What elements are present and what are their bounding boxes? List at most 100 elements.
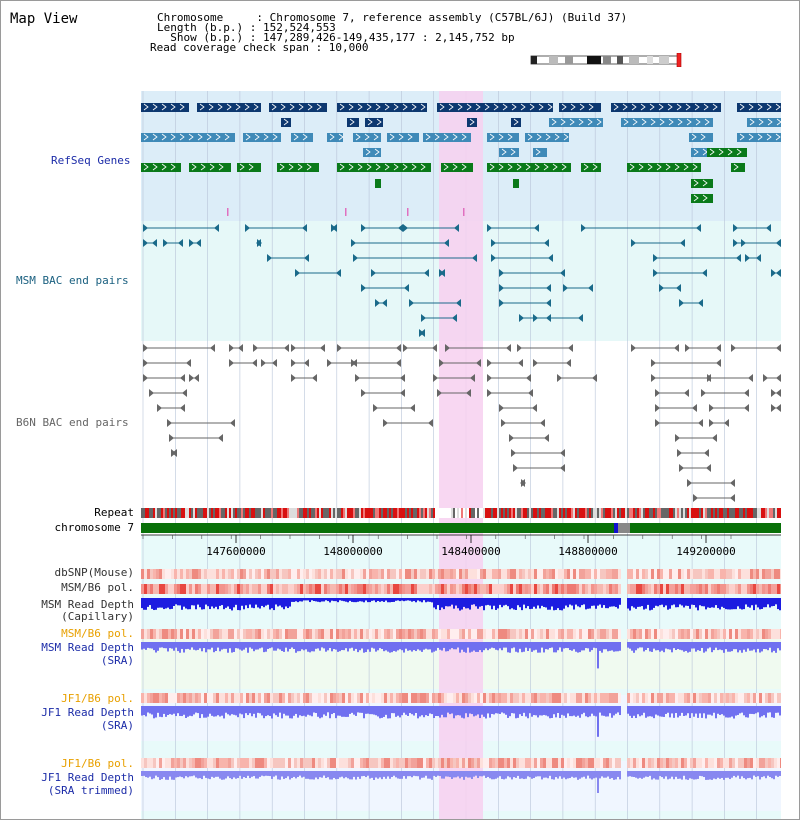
capillary-depth-bar <box>299 598 301 602</box>
msm-b6-pol-cell <box>546 584 549 594</box>
refseq-exon-arrow <box>545 133 551 141</box>
jf1-sra-depth-bar <box>511 706 513 714</box>
msm-b6-pol-cell <box>309 584 312 594</box>
msm-b6-pol-cell <box>522 584 525 594</box>
refseq-exon-arrow <box>452 133 458 141</box>
chromosome-ideogram[interactable] <box>529 53 685 67</box>
msm-b6-pol-cell <box>219 584 222 594</box>
jf1-b6-pol-trim-cell <box>339 758 342 768</box>
jf1-b6-pol-trim-cell <box>723 758 726 768</box>
msm-b6-pol-sra-cell <box>372 629 375 639</box>
msm-b6-pol-sra-cell <box>591 629 594 639</box>
repeat-element <box>405 508 407 518</box>
repeat-element <box>249 508 251 518</box>
refseq-exon-arrow <box>143 103 149 111</box>
msm-sra-depth-bar <box>521 642 523 653</box>
jf1-b6-pol-trim-cell <box>276 758 279 768</box>
jf1-trim-depth-bar <box>647 771 649 777</box>
jf1-trim-depth-bar <box>717 771 719 778</box>
jf1-b6-pol-trim-cell <box>507 758 510 768</box>
jf1-sra-depth-bar <box>631 706 633 718</box>
msm-b6-pol-cell <box>216 584 219 594</box>
jf1-b6-pol-trim-cell <box>555 758 558 768</box>
capillary-depth-bar <box>189 598 191 610</box>
jf1-sra-depth-bar <box>665 706 667 714</box>
capillary-depth-bar <box>295 598 297 602</box>
jf1-trim-depth-bar <box>617 771 619 777</box>
msm-b6-pol-sra-cell <box>420 629 423 639</box>
msm-b6-pol-cell <box>165 584 168 594</box>
jf1-b6-pol-trim-cell <box>744 758 747 768</box>
msm-b6-pol-cell <box>330 584 333 594</box>
jf1-b6-pol-trim-cell <box>225 758 228 768</box>
jf1-sra-depth-bar <box>237 706 239 718</box>
repeat-element <box>255 508 257 518</box>
dbsnp-cell <box>558 569 561 579</box>
jf1-trim-depth-bar <box>447 771 449 777</box>
dbsnp-cell <box>501 569 504 579</box>
msm-sra-depth-bar <box>333 642 335 650</box>
jf1-sra-depth-bar <box>185 706 187 718</box>
capillary-depth-bar <box>253 598 255 609</box>
repeat-element <box>257 508 259 518</box>
msm-sra-depth-bar <box>353 642 355 651</box>
jf1-b6-pol-trim-cell <box>561 758 564 768</box>
b6n-bac-pair-end <box>513 464 518 472</box>
jf1-sra-depth-bar <box>763 706 765 716</box>
msm-sra-depth-bar <box>409 642 411 651</box>
capillary-depth-bar <box>207 598 209 607</box>
msm-b6-pol-sra-cell <box>405 629 408 639</box>
msm-sra-depth-bar <box>463 642 465 652</box>
jf1-b6-pol-trim-cell <box>237 758 240 768</box>
capillary-depth-bar <box>157 598 159 608</box>
genome-track-panel[interactable]: 147600000 148000000 148400000 148800000 1492… <box>141 91 781 819</box>
repeat-element <box>737 508 739 518</box>
jf1-trim-depth-bar <box>263 771 265 777</box>
msm-b6-pol-cell <box>432 584 435 594</box>
jf1-sra-depth-bar <box>285 706 287 716</box>
repeat-element <box>223 508 225 518</box>
jf1-b6-pol-cell <box>342 693 345 703</box>
jf1-trim-depth-bar <box>421 771 423 778</box>
jf1-sra-depth-bar <box>661 706 663 717</box>
jf1-b6-pol-trim-cell <box>483 758 486 768</box>
jf1-b6-pol-cell <box>450 693 453 703</box>
msm-sra-depth-bar <box>659 642 661 652</box>
msm-b6-pol-cell <box>633 584 636 594</box>
repeat-element <box>595 508 597 518</box>
jf1-trim-depth-bar <box>571 771 573 777</box>
refseq-exon-arrow <box>389 133 395 141</box>
refseq-exon-arrow <box>206 133 212 141</box>
capillary-depth-bar <box>653 598 655 608</box>
repeat-element <box>151 508 153 518</box>
capillary-depth-bar <box>169 598 171 610</box>
repeat-element <box>705 508 707 518</box>
jf1-sra-depth-bar <box>267 706 269 716</box>
jf1-b6-pol-trim-cell <box>612 758 615 768</box>
msm-b6-pol-cell <box>246 584 249 594</box>
dbsnp-cell <box>225 569 228 579</box>
msm-sra-depth-bar <box>349 642 351 649</box>
capillary-depth-bar <box>177 598 179 606</box>
jf1-b6-pol-cell <box>321 693 324 703</box>
msm-b6-pol-cell <box>534 584 537 594</box>
jf1-b6-pol-cell <box>435 693 438 703</box>
repeat-element <box>273 508 275 518</box>
msm-b6-pol-cell <box>513 584 516 594</box>
msm-sra-depth-bar <box>569 642 571 651</box>
msm-b6-pol-cell <box>510 584 513 594</box>
msm-b6-pol-sra-cell <box>771 629 774 639</box>
msm-b6-pol-sra-cell <box>153 629 156 639</box>
dbsnp-cell <box>240 569 243 579</box>
capillary-depth-bar <box>419 598 421 602</box>
jf1-b6-pol-trim-cell <box>639 758 642 768</box>
jf1-b6-pol-cell <box>297 693 300 703</box>
jf1-sra-depth-bar <box>669 706 671 718</box>
jf1-trim-depth-bar <box>327 771 329 778</box>
msm-b6-pol-cell <box>501 584 504 594</box>
jf1-b6-pol-cell <box>324 693 327 703</box>
jf1-b6-pol-cell <box>300 693 303 703</box>
repeat-element <box>779 508 781 518</box>
jf1-trim-depth-bar <box>729 771 731 780</box>
jf1-b6-pol-cell <box>510 693 513 703</box>
